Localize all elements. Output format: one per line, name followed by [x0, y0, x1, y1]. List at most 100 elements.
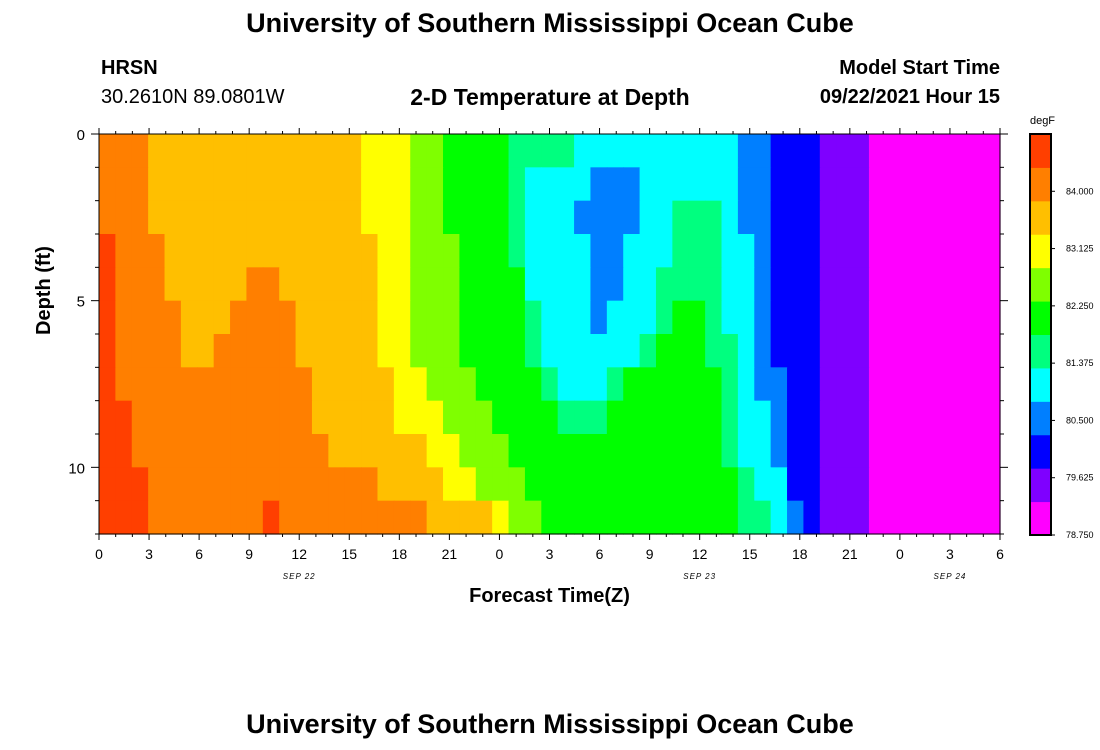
heatmap-cell — [672, 334, 690, 368]
x-tick-label: 12 — [692, 546, 708, 562]
heatmap-cell — [754, 434, 772, 468]
heatmap-cell — [426, 267, 444, 302]
heatmap-cell — [557, 434, 575, 468]
heatmap-cell — [967, 134, 985, 168]
heatmap-cell — [557, 300, 575, 335]
heatmap-cell — [819, 467, 837, 502]
heatmap-cell — [344, 234, 362, 268]
heatmap-cell — [606, 467, 624, 502]
colorbar-segment — [1030, 367, 1051, 402]
heatmap-cell — [868, 467, 886, 502]
heatmap-cell — [197, 267, 215, 302]
heatmap-cell — [262, 434, 280, 468]
heatmap-cell — [180, 200, 198, 235]
heatmap-cell — [770, 134, 788, 168]
heatmap-cell — [918, 167, 936, 202]
heatmap-cell — [672, 167, 690, 202]
heatmap-cell — [639, 234, 657, 268]
heatmap-cell — [950, 467, 968, 502]
heatmap-cell — [885, 334, 903, 368]
heatmap-cell — [508, 500, 526, 535]
heatmap-cell — [639, 500, 657, 535]
heatmap-cell — [885, 200, 903, 235]
heatmap-cell — [230, 200, 248, 235]
heatmap-cell — [213, 267, 231, 302]
heatmap-cell — [721, 300, 739, 335]
x-tick-label: 21 — [842, 546, 858, 562]
heatmap-cell — [443, 367, 460, 402]
heatmap-cell — [508, 334, 526, 368]
heatmap-cell — [934, 467, 952, 502]
heatmap-cell — [148, 434, 166, 468]
heatmap-cell — [721, 200, 739, 235]
heatmap-cell — [410, 434, 428, 468]
heatmap-cell — [344, 167, 362, 202]
heatmap-cell — [426, 367, 444, 402]
heatmap-cell — [623, 200, 641, 235]
heatmap-cell — [164, 400, 182, 435]
heatmap-cell — [787, 334, 805, 368]
x-tick-label: 21 — [442, 546, 458, 562]
heatmap-cell — [688, 267, 706, 302]
heatmap-cell — [934, 434, 952, 468]
heatmap-cell — [426, 134, 444, 168]
heatmap-cell — [787, 167, 805, 202]
heatmap-cell — [377, 434, 395, 468]
heatmap-cell — [213, 500, 231, 535]
heatmap-cell — [787, 367, 805, 402]
heatmap-cell — [148, 200, 166, 235]
colorbar-segment — [1030, 434, 1051, 469]
heatmap-cell — [819, 400, 837, 435]
heatmap-cell — [836, 400, 854, 435]
heatmap-cell — [492, 167, 510, 202]
heatmap-cell — [426, 300, 444, 335]
heatmap-cell — [164, 134, 182, 168]
station-coords: 30.2610N 89.0801W — [101, 86, 285, 108]
heatmap-cell — [115, 367, 133, 402]
heatmap-cell — [230, 234, 248, 268]
heatmap-cell — [508, 167, 526, 202]
heatmap-cell — [950, 167, 968, 202]
heatmap-cell — [819, 134, 837, 168]
heatmap-cell — [148, 134, 166, 168]
heatmap-cell — [623, 134, 641, 168]
heatmap-cell — [639, 467, 657, 502]
heatmap-cell — [655, 300, 673, 335]
heatmap-cell — [524, 400, 542, 435]
heatmap-cell — [213, 467, 231, 502]
heatmap-cell — [836, 334, 854, 368]
colorbar-tick-label: 82.250 — [1066, 301, 1094, 311]
heatmap-cell — [246, 500, 264, 535]
heatmap-cell — [197, 234, 215, 268]
heatmap-cell — [787, 434, 805, 468]
heatmap-cell — [803, 267, 821, 302]
heatmap-cell — [279, 334, 297, 368]
heatmap-cell — [279, 200, 297, 235]
heatmap-cell — [443, 300, 460, 335]
heatmap-cell — [623, 400, 641, 435]
heatmap-cell — [180, 400, 198, 435]
heatmap-cell — [754, 267, 772, 302]
heatmap-cell — [115, 434, 133, 468]
x-tick-label: 6 — [596, 546, 604, 562]
heatmap-cell — [410, 200, 428, 235]
heatmap-cell — [148, 500, 166, 535]
heatmap-cell — [934, 334, 952, 368]
heatmap-cell — [967, 334, 985, 368]
heatmap-cell — [295, 367, 313, 402]
heatmap-cell — [180, 267, 198, 302]
heatmap-cell — [623, 500, 641, 535]
heatmap-cell — [148, 367, 166, 402]
heatmap-cell — [787, 400, 805, 435]
colorbar-tick-label: 78.750 — [1066, 530, 1094, 540]
heatmap-cell — [557, 500, 575, 535]
heatmap-cell — [410, 134, 428, 168]
x-tick-label: 3 — [145, 546, 153, 562]
heatmap-cell — [803, 234, 821, 268]
heatmap-cell — [590, 267, 608, 302]
heatmap-cell — [361, 167, 379, 202]
x-tick-label: 6 — [195, 546, 203, 562]
heatmap-cell — [410, 300, 428, 335]
heatmap-cell — [836, 500, 854, 535]
heatmap-cell — [541, 367, 559, 402]
